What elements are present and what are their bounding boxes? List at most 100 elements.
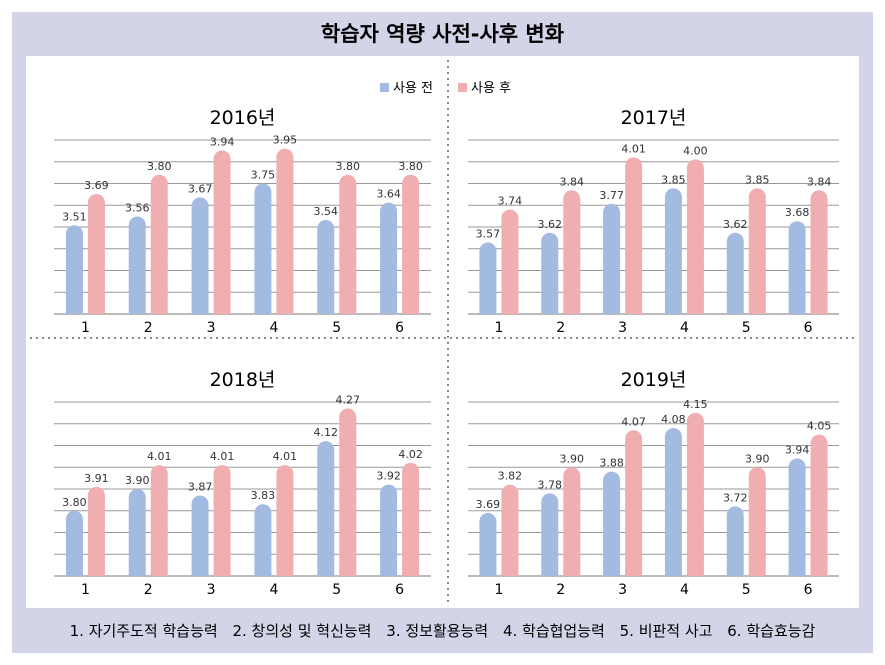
chart-title: 2019년	[621, 369, 687, 391]
data-label: 3.85	[745, 173, 770, 186]
bar-after	[501, 209, 519, 314]
category-key-item: 1. 자기주도적 학습능력	[69, 622, 218, 640]
x-tick-label: 4	[269, 582, 278, 598]
legend-swatch-before	[380, 83, 389, 92]
bar-before	[788, 221, 806, 314]
data-label: 3.90	[560, 452, 585, 465]
category-key-item: 2. 창의성 및 혁신능력	[232, 622, 372, 640]
bar-after	[625, 157, 643, 314]
data-label: 4.15	[683, 398, 708, 411]
data-label: 3.80	[336, 160, 361, 173]
data-label: 3.88	[599, 457, 624, 470]
bar-after	[810, 434, 828, 576]
bar-after	[748, 467, 766, 576]
bar-after	[87, 486, 105, 576]
bar-before	[380, 484, 398, 576]
data-label: 3.69	[476, 498, 501, 511]
bar-after	[686, 159, 704, 314]
bar-before	[726, 506, 744, 576]
data-label: 4.27	[336, 394, 361, 407]
bar-before	[317, 441, 335, 576]
legend-swatch-after	[458, 83, 467, 92]
x-tick-label: 4	[680, 582, 689, 598]
charts-svg: 사용 전 사용 후 2016년 3.51 3.69 1 3.56 3.80 2 3.67 3.94 3…	[30, 60, 855, 604]
bar-before	[128, 489, 146, 576]
data-label: 3.90	[745, 452, 770, 465]
bar-before	[726, 232, 744, 314]
data-label: 3.87	[188, 481, 213, 494]
x-tick-label: 1	[81, 582, 90, 598]
data-label: 4.12	[314, 426, 339, 439]
x-tick-label: 5	[742, 582, 751, 598]
data-label: 3.62	[723, 218, 748, 231]
x-tick-label: 1	[494, 320, 503, 336]
data-label: 3.78	[538, 478, 563, 491]
bar-before	[254, 504, 272, 576]
bar-before	[65, 510, 83, 576]
bar-before	[479, 242, 497, 314]
charts-panel: 사용 전 사용 후 2016년 3.51 3.69 1 3.56 3.80 2 3.67 3.94 3…	[26, 56, 859, 608]
x-tick-label: 3	[207, 582, 216, 598]
chart-title: 2017년	[621, 107, 687, 129]
x-tick-label: 6	[395, 582, 404, 598]
bar-after	[276, 148, 294, 314]
category-key-item: 6. 학습효능감	[727, 622, 816, 640]
data-label: 4.01	[273, 450, 298, 463]
data-label: 3.85	[661, 173, 686, 186]
data-label: 4.02	[398, 448, 423, 461]
category-key: 1. 자기주도적 학습능력 2. 창의성 및 혁신능력 3. 정보활용능력 4.…	[12, 610, 873, 653]
bar-after	[748, 188, 766, 314]
x-tick-label: 5	[332, 320, 341, 336]
bar-before	[65, 225, 83, 314]
category-key-item: 3. 정보활용능력	[386, 622, 489, 640]
x-tick-label: 3	[207, 320, 216, 336]
x-tick-label: 6	[804, 582, 813, 598]
bar-before	[603, 203, 621, 314]
bar-after	[402, 174, 420, 314]
data-label: 3.84	[560, 175, 585, 188]
category-key-item: 5. 비판적 사고	[619, 622, 713, 640]
bar-after	[563, 467, 581, 576]
bar-after	[150, 174, 168, 314]
bar-after	[501, 484, 519, 576]
data-label: 3.54	[314, 205, 339, 218]
data-label: 3.72	[723, 491, 748, 504]
data-label: 3.57	[476, 227, 501, 240]
bar-before	[479, 512, 497, 576]
data-label: 4.01	[147, 450, 172, 463]
data-label: 3.84	[807, 175, 832, 188]
category-key-item: 4. 학습협업능력	[502, 622, 605, 640]
bar-after	[810, 190, 828, 314]
bar-before	[254, 183, 272, 314]
data-label: 3.62	[538, 218, 563, 231]
data-label: 4.01	[210, 450, 235, 463]
x-tick-label: 6	[804, 320, 813, 336]
chart-title: 2018년	[210, 369, 276, 391]
x-tick-label: 2	[556, 320, 565, 336]
data-label: 3.94	[785, 444, 810, 457]
data-label: 3.91	[84, 472, 109, 485]
data-label: 3.82	[498, 470, 522, 483]
bar-before	[541, 493, 559, 576]
data-label: 3.80	[147, 160, 172, 173]
bar-before	[603, 471, 621, 576]
bar-after	[339, 174, 357, 314]
data-label: 3.92	[376, 470, 401, 483]
data-label: 3.56	[125, 202, 150, 215]
figure-title: 학습자 역량 사전-사후 변화	[320, 22, 565, 46]
data-label: 4.08	[661, 413, 686, 426]
bar-before	[541, 232, 559, 314]
data-label: 3.75	[251, 169, 276, 182]
legend-label-before: 사용 전	[393, 81, 433, 96]
x-tick-label: 4	[269, 320, 278, 336]
data-label: 3.51	[62, 210, 87, 223]
data-label: 3.69	[84, 179, 109, 192]
data-label: 3.80	[62, 496, 87, 509]
data-label: 3.68	[785, 206, 810, 219]
data-label: 3.74	[498, 195, 522, 208]
x-tick-label: 2	[556, 582, 565, 598]
x-tick-label: 6	[395, 320, 404, 336]
data-label: 3.67	[188, 182, 213, 195]
x-tick-label: 5	[332, 582, 341, 598]
data-label: 3.64	[376, 188, 401, 201]
